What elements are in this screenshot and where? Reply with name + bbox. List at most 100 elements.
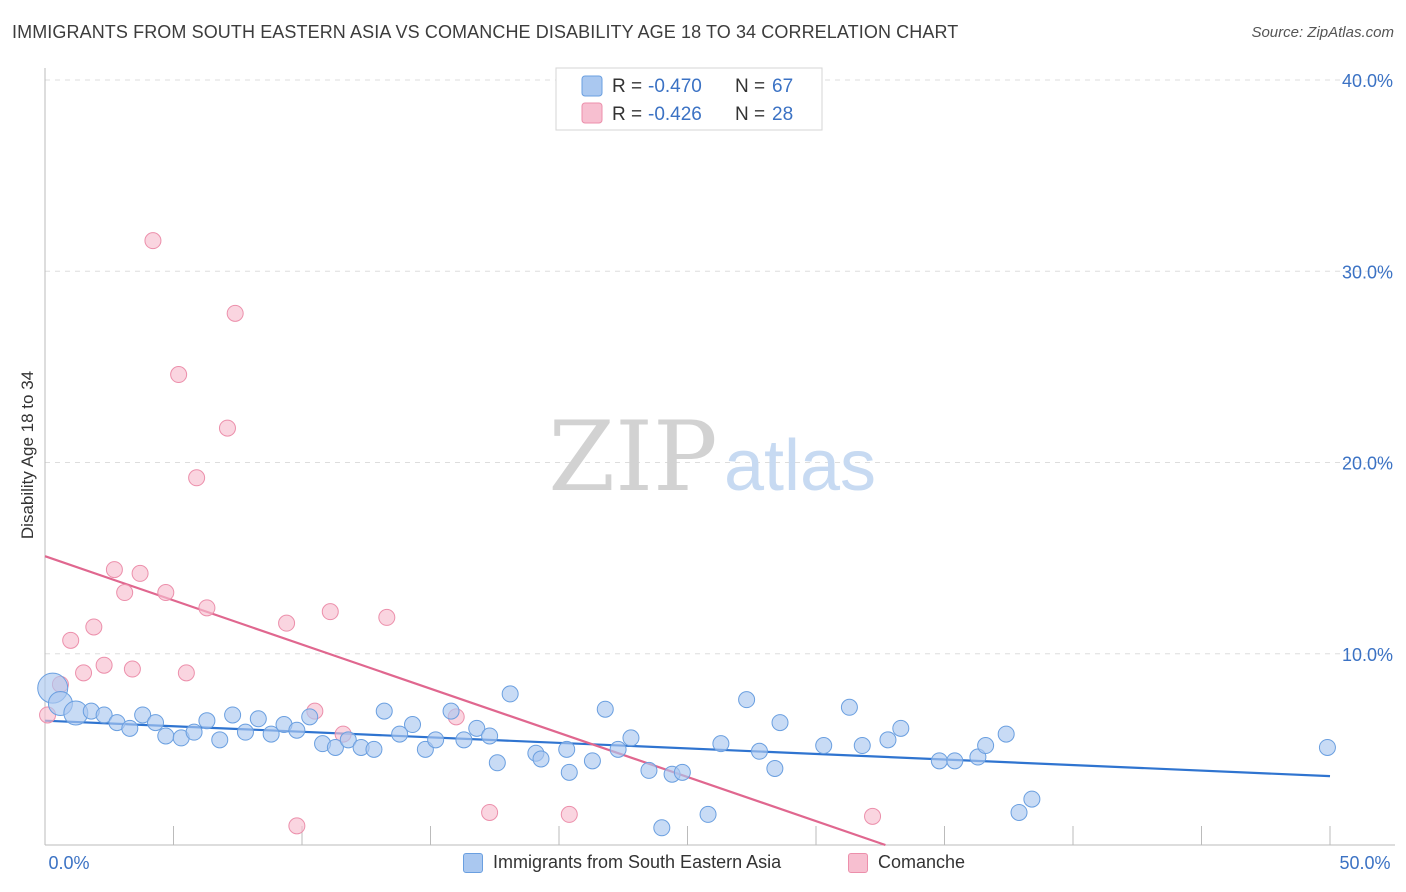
chart-title: IMMIGRANTS FROM SOUTH EASTERN ASIA VS CO… bbox=[12, 22, 959, 42]
point-comanche bbox=[560, 805, 578, 823]
legend-item-immigrants: Immigrants from South Eastern Asia bbox=[463, 852, 781, 873]
point-comanche bbox=[278, 614, 296, 632]
point-immigrants bbox=[262, 725, 280, 743]
point-immigrants bbox=[879, 731, 897, 749]
trend-lines bbox=[44, 555, 1331, 847]
point-immigrants bbox=[339, 731, 357, 749]
point-immigrants bbox=[468, 719, 486, 737]
point-comanche bbox=[123, 660, 141, 678]
point-immigrants bbox=[501, 685, 519, 703]
legend-label-comanche: Comanche bbox=[878, 852, 966, 872]
point-immigrants bbox=[560, 763, 578, 781]
point-immigrants bbox=[157, 727, 175, 745]
point-immigrants bbox=[481, 727, 499, 745]
point-immigrants bbox=[95, 706, 113, 724]
y-tick-label: 10.0% bbox=[1342, 645, 1393, 665]
point-comanche bbox=[116, 584, 134, 602]
point-immigrants bbox=[134, 706, 152, 724]
point-immigrants bbox=[946, 752, 964, 770]
point-immigrants bbox=[699, 805, 717, 823]
trend-line-immigrants bbox=[44, 719, 1331, 778]
point-immigrants bbox=[853, 737, 871, 755]
trend-line-comanche bbox=[44, 555, 886, 847]
point-immigrants bbox=[288, 721, 306, 739]
legend-n-label-pink: N = bbox=[735, 104, 765, 125]
point-immigrants bbox=[771, 714, 789, 732]
tick-labels: 10.0% 20.0% 30.0% 40.0% 0.0% 50.0% bbox=[48, 71, 1393, 873]
legend-swatch-pink bbox=[581, 102, 603, 124]
point-immigrants bbox=[236, 723, 254, 741]
point-comanche bbox=[177, 664, 195, 682]
point-immigrants bbox=[1010, 803, 1028, 821]
point-comanche bbox=[218, 419, 236, 437]
legend-item-comanche: Comanche bbox=[848, 852, 965, 873]
watermark-atlas: atlas bbox=[724, 426, 876, 506]
point-immigrants bbox=[532, 750, 550, 768]
point-comanche bbox=[131, 564, 149, 582]
point-immigrants bbox=[596, 700, 614, 718]
point-immigrants bbox=[609, 740, 627, 758]
point-comanche bbox=[75, 664, 93, 682]
point-immigrants bbox=[121, 719, 139, 737]
x-tick-label-max: 50.0% bbox=[1339, 853, 1390, 873]
point-immigrants bbox=[1023, 790, 1041, 808]
legend-r-label-pink: R = bbox=[612, 104, 642, 125]
grid-lines bbox=[45, 79, 1395, 655]
watermark: ZIP atlas bbox=[548, 401, 876, 513]
legend-r-value-pink: -0.426 bbox=[648, 104, 702, 125]
point-immigrants bbox=[224, 706, 242, 724]
watermark-zip: ZIP bbox=[548, 401, 717, 513]
legend-swatch-comanche bbox=[848, 852, 868, 873]
y-tick-label: 40.0% bbox=[1342, 71, 1393, 91]
point-immigrants bbox=[892, 719, 910, 737]
point-immigrants bbox=[326, 738, 344, 756]
point-immigrants bbox=[365, 740, 383, 758]
point-immigrants bbox=[404, 716, 422, 734]
y-tick-label: 20.0% bbox=[1342, 454, 1393, 474]
point-immigrants bbox=[673, 763, 691, 781]
point-comanche bbox=[226, 304, 244, 322]
legend-swatch-immigrants bbox=[463, 852, 483, 873]
legend-n-value-pink: 28 bbox=[772, 104, 793, 125]
series-legend: Immigrants from South Eastern Asia Coman… bbox=[0, 852, 1406, 878]
point-immigrants bbox=[1318, 738, 1336, 756]
source-credit: Source: ZipAtlas.com bbox=[1251, 24, 1394, 41]
point-comanche bbox=[321, 603, 339, 621]
point-comanche bbox=[378, 608, 396, 626]
point-immigrants bbox=[712, 735, 730, 753]
point-immigrants bbox=[622, 729, 640, 747]
point-immigrants bbox=[977, 737, 995, 755]
point-immigrants bbox=[738, 691, 756, 709]
legend-box: R = -0.470 N = 67 R = -0.426 N = 28 bbox=[555, 67, 823, 131]
y-axis-title: Disability Age 18 to 34 bbox=[18, 370, 37, 540]
point-immigrants bbox=[147, 714, 165, 732]
point-immigrants bbox=[653, 819, 671, 837]
point-immigrants bbox=[442, 702, 460, 720]
point-immigrants bbox=[455, 731, 473, 749]
point-comanche bbox=[157, 584, 175, 602]
y-tick-label: 30.0% bbox=[1342, 262, 1393, 282]
point-comanche bbox=[170, 366, 188, 384]
legend-r-value-blue: -0.470 bbox=[648, 76, 702, 97]
point-comanche bbox=[144, 232, 162, 250]
point-immigrants bbox=[558, 740, 576, 758]
point-immigrants bbox=[930, 752, 948, 770]
point-immigrants bbox=[750, 742, 768, 760]
point-immigrants bbox=[211, 731, 229, 749]
point-immigrants bbox=[997, 725, 1015, 743]
point-comanche bbox=[62, 631, 80, 649]
point-immigrants bbox=[185, 723, 203, 741]
point-comanche bbox=[85, 618, 103, 636]
point-comanche bbox=[864, 807, 882, 825]
point-immigrants bbox=[391, 725, 409, 743]
point-immigrants bbox=[766, 760, 784, 777]
point-immigrants bbox=[301, 708, 319, 726]
point-immigrants bbox=[583, 752, 601, 770]
point-immigrants bbox=[840, 698, 858, 716]
legend-r-label-blue: R = bbox=[612, 76, 642, 97]
point-comanche bbox=[481, 803, 499, 821]
legend-n-value-blue: 67 bbox=[772, 76, 793, 97]
point-immigrants bbox=[427, 731, 445, 749]
point-comanche bbox=[188, 469, 206, 487]
